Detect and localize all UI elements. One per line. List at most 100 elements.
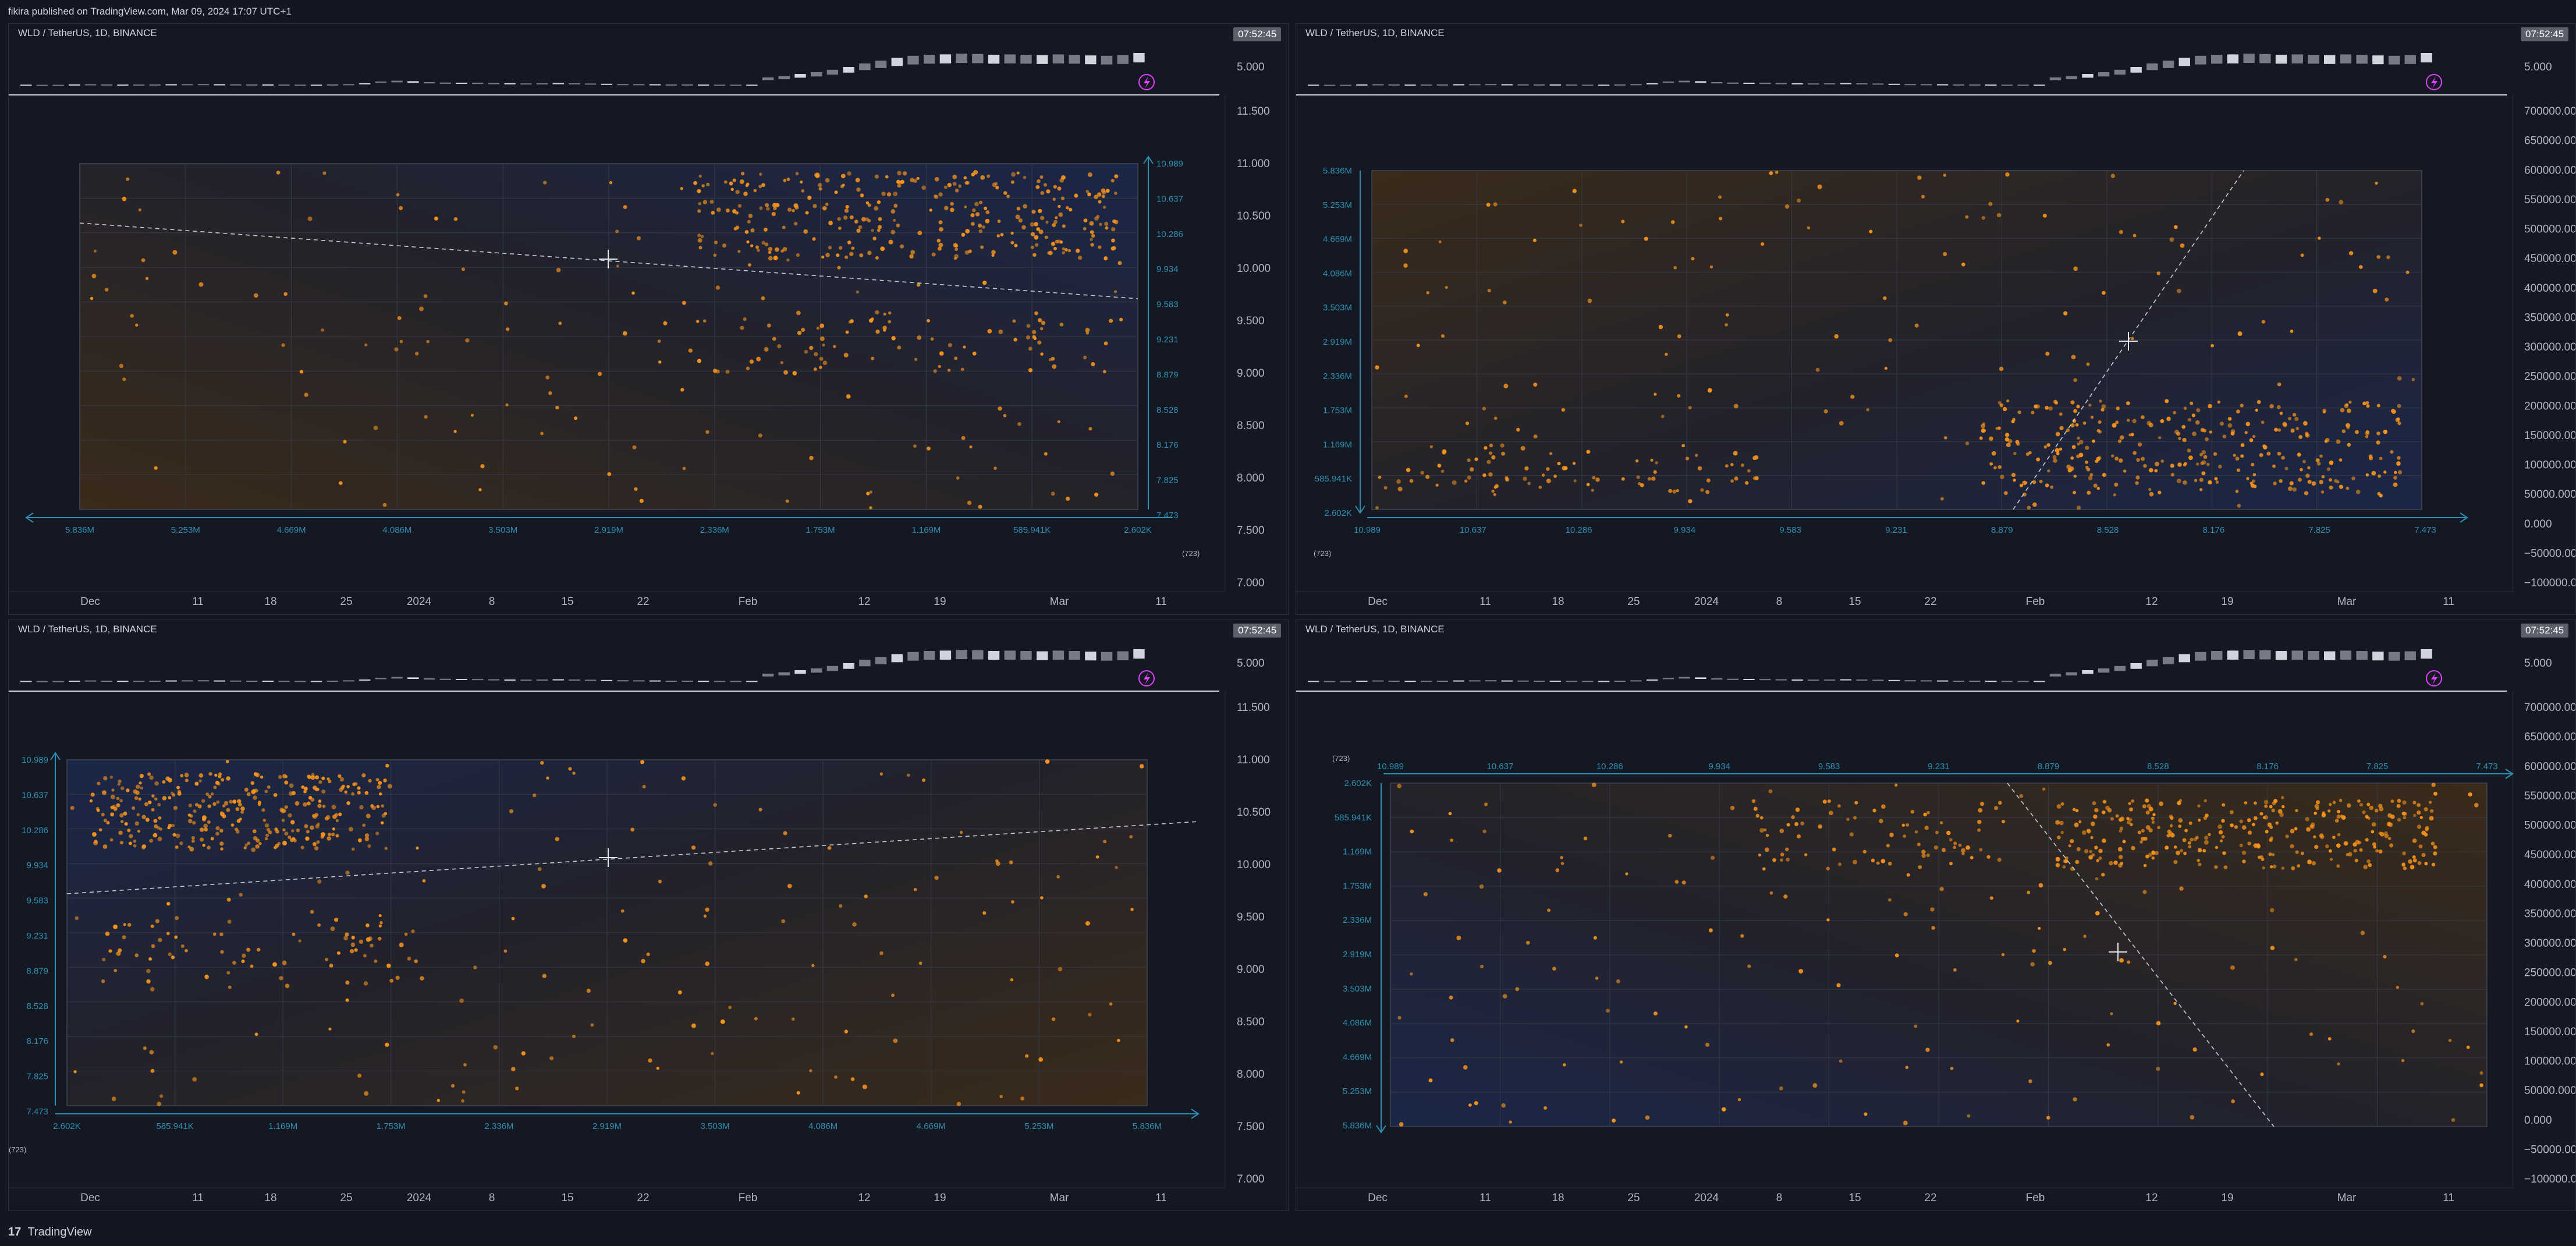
scatter-dot: [353, 782, 358, 786]
symbol-header[interactable]: WLD / TetherUS, 1D, BINANCE: [1305, 624, 1445, 635]
scatter-dot: [515, 1086, 519, 1091]
scatter-dot: [856, 290, 860, 294]
scatter-dot: [2230, 965, 2235, 970]
scatter-dot: [222, 804, 226, 808]
scatter-dot: [1040, 191, 1045, 195]
scatter-dot: [2200, 461, 2204, 465]
scatter-dot: [2166, 833, 2171, 838]
scatter-dot: [110, 794, 115, 799]
symbol-header[interactable]: WLD / TetherUS, 1D, BINANCE: [18, 624, 157, 635]
symbol-header[interactable]: WLD / TetherUS, 1D, BINANCE: [1305, 27, 1445, 38]
scatter-dot: [1943, 252, 1947, 256]
scatter-dot: [128, 841, 132, 845]
scatter-dot: [1958, 843, 1962, 847]
scatter-dot: [809, 1069, 812, 1072]
mini-candle: [826, 666, 839, 671]
scatter-dot: [1010, 180, 1014, 184]
scatter-dot: [2122, 840, 2126, 844]
scatter-dot: [607, 472, 612, 476]
scatter-dot: [1979, 848, 1983, 852]
scatter-dot: [1012, 319, 1016, 323]
mini-candle: [1808, 83, 1819, 85]
scatter-dot: [175, 845, 179, 849]
scatter-dot: [310, 825, 314, 830]
scatter-dot: [1032, 253, 1037, 257]
scatter-dot: [708, 861, 713, 866]
scatter-dot: [1130, 908, 1134, 911]
scatter-dot: [891, 336, 896, 341]
scatter-dot: [213, 785, 217, 790]
scatter-dot: [764, 347, 769, 352]
scatter-dot: [2429, 816, 2434, 821]
scatter-dot: [219, 841, 224, 846]
lightning-icon-bolt: [2431, 672, 2437, 685]
scatter-dot: [116, 951, 121, 956]
scatter-dot: [2032, 502, 2037, 507]
scatter-dot: [2290, 330, 2294, 333]
scatter-dot: [2366, 404, 2370, 408]
scatter-dot: [740, 325, 744, 330]
scatter-dot: [1943, 174, 1946, 177]
scatter-dot: [847, 240, 851, 245]
scatter-dot: [2214, 865, 2218, 869]
scatter-dot: [1921, 854, 1926, 858]
scatter-dot: [1094, 216, 1099, 221]
scatter-dot: [2259, 812, 2263, 816]
scatter-dot: [354, 948, 358, 952]
scatter-dot: [2165, 845, 2169, 850]
footer: 17 TradingView: [0, 1218, 2576, 1246]
scatter-dot: [116, 797, 120, 801]
scatter-dot: [2188, 417, 2192, 422]
scatter-dot: [2305, 473, 2310, 478]
scatter-dot: [2402, 851, 2406, 855]
scatter-dot: [2045, 406, 2049, 410]
scatter-dot: [162, 780, 166, 784]
mini-candle: [101, 84, 112, 86]
scatter-dot: [2346, 486, 2350, 490]
scatter-dot: [720, 1019, 725, 1024]
scatter-dot: [2376, 254, 2381, 259]
scatter-dot: [1104, 341, 1108, 345]
scatter-dot: [939, 351, 944, 356]
footer-brand[interactable]: TradingView: [27, 1226, 92, 1238]
scatter-dot: [2254, 801, 2257, 805]
scatter-dot: [934, 875, 939, 880]
scatter-dot: [207, 845, 211, 850]
price-axis-tick: 7.500: [1237, 1121, 1265, 1133]
x-axis-arrowhead: [25, 512, 34, 523]
price-axis-tick: 250000.000: [2524, 967, 2576, 979]
scatter-dot: [838, 226, 842, 230]
scatter-dot: [152, 833, 158, 838]
time-axis-tick: Dec: [80, 1192, 100, 1204]
scatter-dot: [713, 803, 717, 807]
mini-candle: [327, 84, 338, 86]
scatter-dot: [134, 953, 139, 958]
mini-candle: [2291, 650, 2303, 660]
scatter-dot: [2304, 491, 2309, 495]
scatter-dot: [1667, 833, 1672, 838]
chart-panel-top-left[interactable]: 5.000 11.500 11.000 10.500 10.000 9.500 9.000 8…: [8, 23, 1289, 615]
scatter-dot: [1705, 1042, 1710, 1047]
scatter-dot: [277, 842, 281, 845]
scatter-dot: [1021, 225, 1026, 230]
mini-candle: [36, 84, 48, 86]
scatter-dot: [2346, 426, 2350, 430]
scatter-dot: [98, 828, 102, 831]
scatter-dot: [2275, 821, 2279, 825]
scatter-dot: [2412, 838, 2417, 843]
scatter-dot: [1516, 427, 1520, 432]
scatter-dot: [1914, 830, 1918, 834]
scatter-dot: [1410, 972, 1413, 976]
chart-panel-top-right[interactable]: 5.000700000.000650000.000600000.00055000…: [1296, 23, 2576, 615]
scatter-dot: [1931, 926, 1935, 930]
scatter-dot: [1961, 852, 1965, 855]
scatter-dot: [1850, 394, 1855, 399]
mini-candle: [1695, 81, 1706, 83]
chart-panel-bottom-left[interactable]: 5.000 11.500 11.000 10.500 10.000 9.500 9.000 8…: [8, 620, 1289, 1211]
scatter-dot: [2068, 844, 2071, 848]
symbol-header[interactable]: WLD / TetherUS, 1D, BINANCE: [18, 27, 157, 38]
chart-panel-bottom-right[interactable]: 5.000700000.000650000.000600000.00055000…: [1296, 620, 2576, 1211]
scatter-dot: [1083, 218, 1088, 223]
scatter-dot: [2119, 829, 2123, 833]
scatter-dot: [2170, 473, 2175, 477]
